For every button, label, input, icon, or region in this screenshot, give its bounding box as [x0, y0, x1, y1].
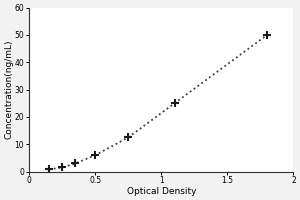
Y-axis label: Concentration(ng/mL): Concentration(ng/mL) [4, 40, 13, 139]
X-axis label: Optical Density: Optical Density [127, 187, 196, 196]
